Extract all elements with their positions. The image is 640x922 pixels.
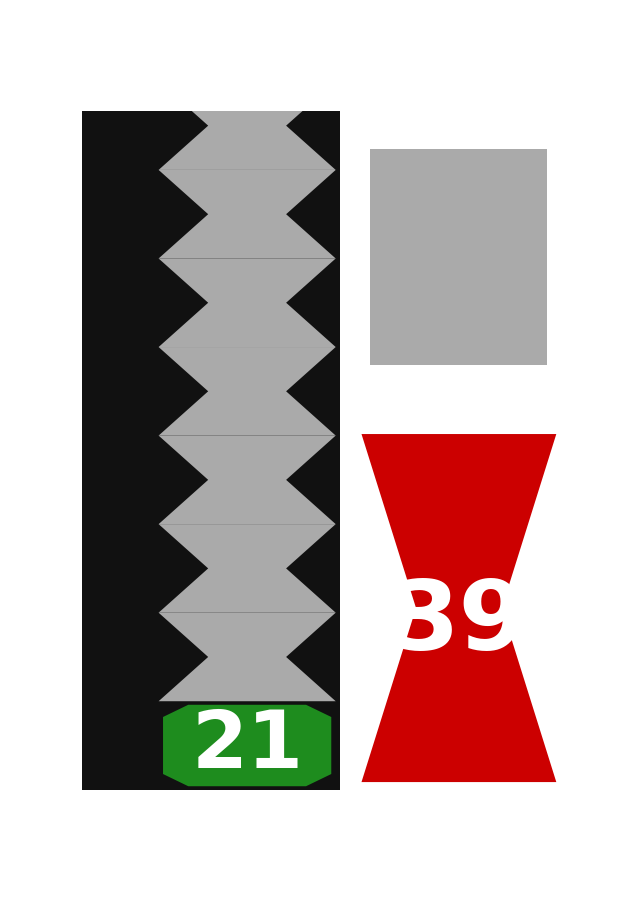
Polygon shape xyxy=(362,434,556,782)
Polygon shape xyxy=(159,524,336,613)
Polygon shape xyxy=(159,81,336,170)
Polygon shape xyxy=(159,347,336,435)
Text: 39: 39 xyxy=(391,577,527,670)
Polygon shape xyxy=(159,170,336,258)
Polygon shape xyxy=(81,81,340,790)
Text: 21: 21 xyxy=(191,706,303,785)
Polygon shape xyxy=(159,258,336,347)
Polygon shape xyxy=(159,613,336,702)
Polygon shape xyxy=(371,149,547,365)
Polygon shape xyxy=(159,435,336,524)
Polygon shape xyxy=(163,704,332,786)
